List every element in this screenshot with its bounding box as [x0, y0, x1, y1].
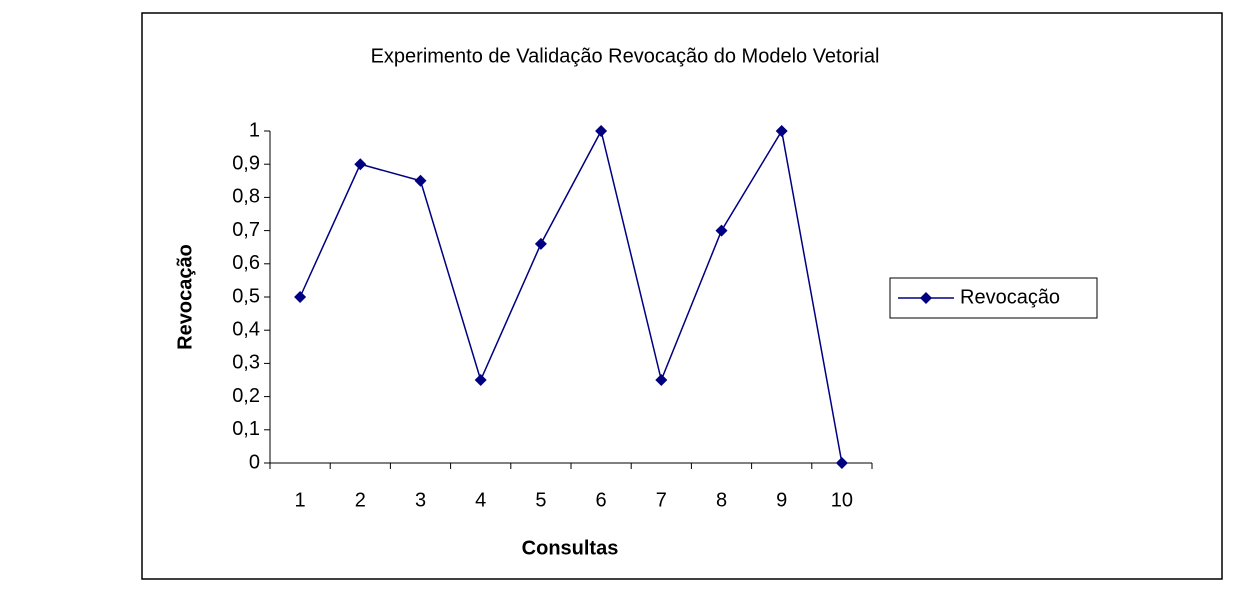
- y-tick-label: 0,3: [232, 352, 260, 374]
- data-point: [474, 374, 487, 386]
- y-tick-label: 0,9: [232, 152, 260, 174]
- y-tick-label: 0,7: [232, 219, 260, 241]
- data-point: [595, 125, 608, 137]
- x-tick-label: 5: [535, 489, 546, 511]
- x-tick-label: 2: [355, 489, 366, 511]
- x-tick-label: 4: [475, 489, 486, 511]
- x-tick-label: 8: [716, 489, 727, 511]
- x-tick-label: 3: [415, 489, 426, 511]
- y-tick-label: 1: [249, 119, 260, 141]
- y-tick-label: 0,5: [232, 285, 260, 307]
- legend-marker: [920, 292, 932, 304]
- x-tick-label: 1: [295, 489, 306, 511]
- y-tick-label: 0,2: [232, 385, 260, 407]
- x-tick-label: 7: [656, 489, 667, 511]
- x-tick-label: 10: [831, 489, 853, 511]
- x-tick-label: 9: [776, 489, 787, 511]
- data-point: [715, 224, 728, 237]
- chart-title: Experimento de Validação Revocação do Mo…: [371, 45, 880, 67]
- legend-label: Revocação: [960, 286, 1060, 308]
- y-tick-label: 0,6: [232, 252, 260, 274]
- y-tick-label: 0: [249, 451, 260, 473]
- y-tick-label: 0,8: [232, 186, 260, 208]
- y-axis-label: Revocação: [174, 244, 196, 350]
- data-point: [414, 174, 427, 187]
- data-point: [534, 237, 547, 250]
- y-tick-label: 0,1: [232, 418, 260, 440]
- data-point: [294, 291, 307, 303]
- series-line: [299, 128, 843, 464]
- data-point: [655, 374, 668, 386]
- y-tick-label: 0,4: [232, 318, 260, 340]
- data-point: [835, 457, 848, 469]
- data-point: [775, 125, 788, 137]
- x-tick-label: 6: [596, 489, 607, 511]
- x-axis-label: Consultas: [522, 537, 619, 559]
- data-point: [354, 158, 367, 171]
